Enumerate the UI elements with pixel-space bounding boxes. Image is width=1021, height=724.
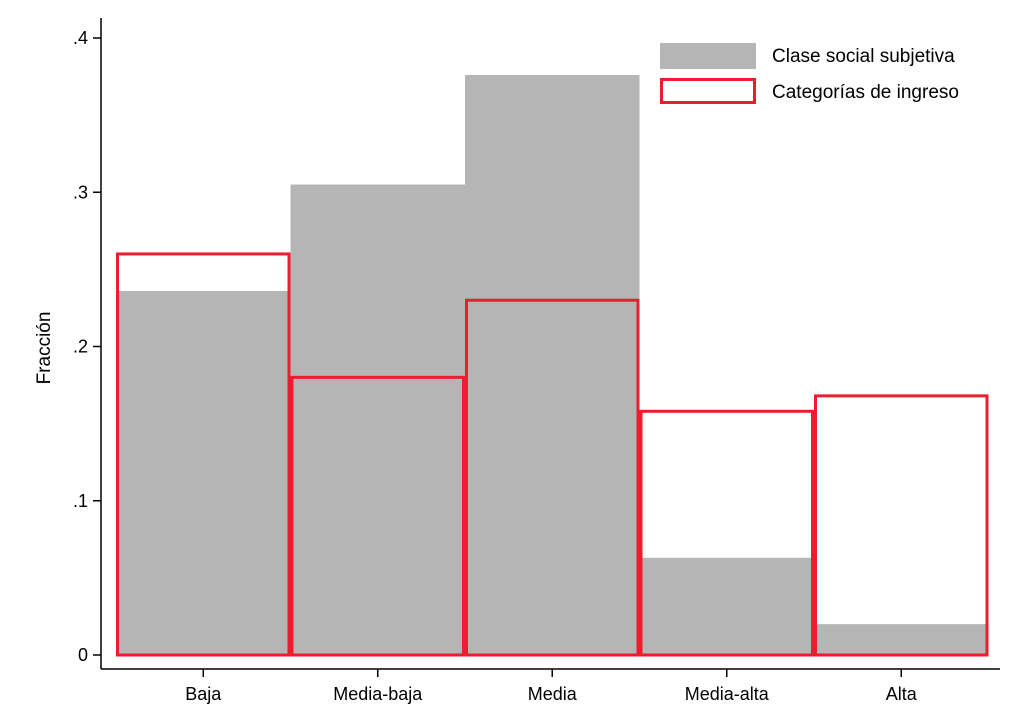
- y-tick-label: .3: [73, 182, 88, 202]
- filled-bars-group: [116, 75, 989, 655]
- y-tick-label: .1: [73, 491, 88, 511]
- y-ticks-group: 0 .1 .2 .3 .4: [73, 28, 101, 665]
- y-tick-label: .2: [73, 337, 88, 357]
- bar-categorias-de-ingreso-media-alta: [639, 409, 814, 657]
- legend-swatch-clase-social-subjetiva: [660, 43, 756, 69]
- x-tick-label-media: Media: [528, 684, 578, 704]
- bar-categorias-de-ingreso-media-baja: [290, 375, 465, 657]
- bar-clase-social-subjetiva-media: [465, 75, 640, 655]
- y-tick-label: 0: [78, 645, 88, 665]
- x-tick-label-media-baja: Media-baja: [333, 684, 423, 704]
- bar-categorias-de-ingreso-alta: [814, 394, 989, 657]
- x-tick-label-media-alta: Media-alta: [685, 684, 770, 704]
- bar-clase-social-subjetiva-alta: [814, 624, 989, 655]
- legend-label-categorias-de-ingreso: Categorías de ingreso: [772, 82, 959, 103]
- legend: Clase social subjetiva Categorías de ing…: [660, 43, 959, 104]
- bar-categorias-de-ingreso-baja: [116, 252, 291, 657]
- bar-clase-social-subjetiva-media-baja: [290, 184, 465, 655]
- x-tick-label-baja: Baja: [185, 684, 222, 704]
- y-tick-label: .4: [73, 28, 88, 48]
- x-tick-label-alta: Alta: [886, 684, 918, 704]
- bar-clase-social-subjetiva-media-alta: [639, 557, 814, 655]
- bar-categorias-de-ingreso-media: [465, 298, 640, 657]
- y-axis-title: Fracción: [34, 312, 55, 385]
- legend-label-clase-social-subjetiva: Clase social subjetiva: [772, 46, 955, 67]
- outline-bars-group: [116, 252, 989, 657]
- legend-swatch-categorias-de-ingreso: [660, 78, 756, 104]
- x-ticks-group: Baja Media-baja Media Media-alta Alta: [185, 669, 918, 704]
- bar-clase-social-subjetiva-baja: [116, 290, 291, 655]
